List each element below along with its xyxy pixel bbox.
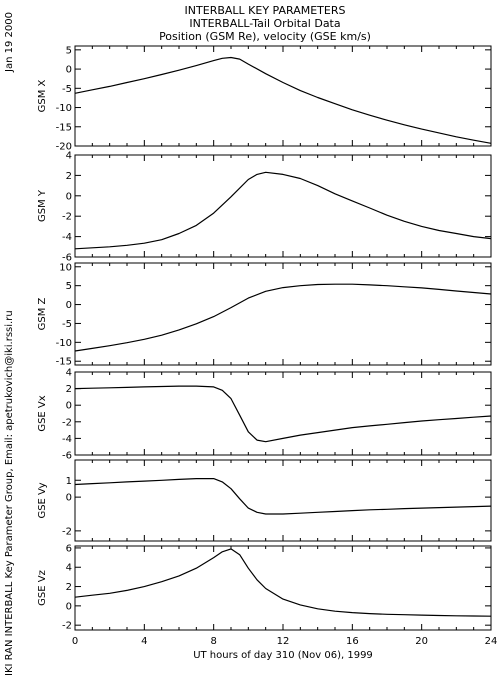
y-tick-label: 0 (66, 493, 72, 504)
y-tick-label: -2 (62, 212, 72, 223)
y-tick-label: -2 (62, 526, 72, 537)
series-line (74, 548, 492, 617)
panel-5: 1 0 -2 GSE Vy (37, 459, 492, 542)
y-tick-label: -15 (56, 122, 72, 133)
y-tick-label: -5 (62, 84, 72, 95)
series-line (74, 283, 492, 352)
y-tick-label: 2 (66, 171, 72, 182)
chart-title-line-2: INTERBALL-Tail Orbital Data (189, 17, 340, 30)
panel-1: 5 0 -5 -10 -15 -20 GSM X (37, 45, 492, 153)
y-tick-label: -6 (62, 451, 72, 462)
y-tick-label: 2 (66, 582, 72, 593)
panel-frame (74, 262, 492, 366)
y-tick-label: -6 (62, 253, 72, 264)
y-tick-label: 0 (66, 300, 72, 311)
panel-frame (74, 371, 492, 456)
series-line (74, 478, 492, 515)
y-tick-label: -2 (62, 621, 72, 632)
y-axis-label: GSE Vx (37, 395, 48, 431)
y-tick-label: 4 (66, 368, 72, 379)
y-tick-label: 6 (66, 543, 72, 554)
x-tick-label: 8 (210, 636, 216, 647)
panel-4: 4 2 0 -2 -4 -6 GSE Vx (37, 368, 492, 462)
y-tick-label: 0 (66, 191, 72, 202)
y-tick-label: 10 (59, 262, 72, 273)
series-line (74, 171, 492, 250)
chart-title-line-3: Position (GSM Re), velocity (GSE km/s) (159, 30, 371, 43)
y-tick-label: 2 (66, 384, 72, 395)
panel-frame (74, 459, 492, 542)
y-axis-label: GSE Vz (37, 570, 48, 606)
y-axis-label: GSM Y (37, 189, 48, 222)
y-tick-label: -4 (62, 232, 72, 243)
series-line (74, 385, 492, 443)
panel-2: 4 2 0 -2 -4 -6 GSM Y (37, 151, 492, 264)
series-line (74, 56, 492, 144)
x-axis-label: UT hours of day 310 (Nov 06), 1999 (193, 650, 373, 661)
x-tick-label: 20 (415, 636, 428, 647)
credit-text: IKI RAN INTERBALL Key Parameter Group, E… (4, 310, 15, 676)
y-tick-label: -15 (56, 357, 72, 368)
y-axis-label: GSM Z (37, 297, 48, 330)
y-tick-label: -20 (56, 142, 72, 153)
y-tick-label: 4 (66, 563, 72, 574)
x-tick-label: 4 (141, 636, 147, 647)
y-tick-label: 0 (66, 601, 72, 612)
y-tick-label: -4 (62, 434, 72, 445)
chart-title-line-1: INTERBALL KEY PARAMETERS (185, 4, 346, 17)
y-tick-label: 4 (66, 151, 72, 162)
y-tick-label: -5 (62, 319, 72, 330)
y-tick-label: 1 (66, 476, 72, 487)
y-tick-label: 0 (66, 65, 72, 76)
y-tick-label: -10 (56, 103, 72, 114)
x-tick-label: 16 (346, 636, 359, 647)
y-tick-label: -10 (56, 338, 72, 349)
panel-3: 10 5 0 -5 -10 -15 GSM Z (37, 262, 492, 368)
x-tick-label: 24 (485, 636, 498, 647)
date-stamp: Jan 19 2000 (4, 12, 15, 73)
y-tick-label: 0 (66, 401, 72, 412)
y-tick-label: -2 (62, 417, 72, 428)
panel-frame (74, 154, 492, 258)
x-tick-label: 0 (72, 636, 78, 647)
y-axis-label: GSM X (37, 79, 48, 112)
y-tick-label: 5 (66, 281, 72, 292)
y-tick-label: 5 (66, 45, 72, 56)
x-tick-label: 12 (277, 636, 290, 647)
panel-6: 6 4 2 0 -2 GSE Vz (37, 543, 492, 632)
y-axis-label: GSE Vy (37, 482, 48, 518)
